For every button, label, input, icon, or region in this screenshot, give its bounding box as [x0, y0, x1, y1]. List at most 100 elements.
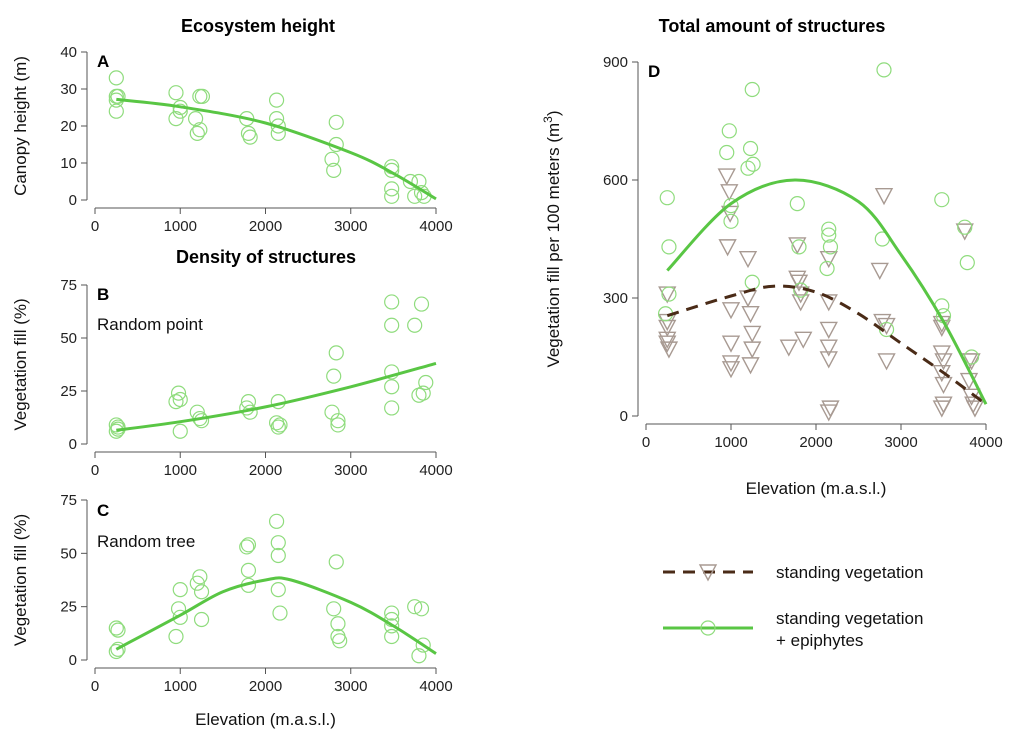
panel-d-triangle-point — [721, 355, 741, 373]
panel-d-circle-point — [745, 156, 761, 172]
panel-a-circle-point — [110, 88, 126, 105]
panel-b-circle-point — [330, 417, 346, 433]
panel-d-triangle-point — [720, 205, 740, 223]
panel-b-circle-point — [328, 345, 344, 361]
panel-b-x-tick-label: 4000 — [419, 462, 452, 479]
panel-a-y-axis-label: Canopy height (m) — [11, 56, 30, 196]
panel-c-x-tick-label: 0 — [91, 678, 99, 695]
panel-d-triangle-point — [934, 353, 953, 371]
panel-a-x-tick-label: 0 — [91, 218, 99, 235]
legend-standing-triangle-marker — [698, 564, 718, 582]
panel-d-y-tick-label: 300 — [603, 290, 628, 307]
panel-d-circle-point — [791, 239, 807, 255]
panel-d-triangle-point — [934, 376, 953, 395]
panel-d-triangle-point — [932, 400, 951, 418]
panel-c-circle-point — [384, 605, 400, 621]
panel-d-triangle-point — [962, 353, 981, 371]
panel-d-circle-point — [659, 190, 675, 206]
panel-d-triangle-point — [819, 351, 838, 369]
panel-c-fit-line — [115, 576, 437, 655]
panel-c-y-tick-label: 0 — [69, 652, 77, 669]
panel-d-triangle-point — [788, 237, 807, 255]
panel-a-circle-point — [402, 173, 419, 190]
panel-b-x-tick-label: 2000 — [249, 462, 282, 479]
panel-c-circle-point — [407, 599, 423, 615]
panel-a-fit-line — [116, 97, 437, 201]
panel-c-circle-point — [384, 628, 400, 645]
panel-c-y-tick-label: 25 — [60, 599, 77, 616]
panel-d-circle-point — [957, 219, 973, 235]
panel-d-triangle-point — [819, 404, 838, 422]
panel-b-circle-point — [407, 317, 423, 333]
panel-a-circle-point — [168, 110, 184, 127]
panel-a-y-tick-label: 40 — [60, 44, 77, 61]
panel-d-x-tick-label: 3000 — [884, 434, 917, 451]
panel-a-circle-point — [328, 114, 344, 130]
panel-c-x-axis-label: Elevation (m.a.s.l.) — [195, 710, 336, 729]
panel-a-circle-point — [326, 162, 342, 178]
panel-c-circle-point — [172, 581, 188, 598]
panel-d-triangle-point — [789, 274, 809, 292]
panel-d-circle-point — [742, 140, 759, 157]
panel-b-y-axis-label: Vegetation fill (%) — [11, 298, 30, 430]
panel-c-circle-point — [240, 562, 257, 579]
panel-d-triangle-point — [819, 250, 838, 269]
panel-c-x-tick-label: 2000 — [249, 678, 282, 695]
panel-c-circle-point — [411, 648, 427, 664]
panel-a-circle-point — [108, 70, 124, 86]
panel-d-title: Total amount of structures — [659, 16, 886, 36]
panel-d-circle-point — [876, 62, 892, 78]
panel-b-circle-point — [384, 379, 400, 395]
panel-a-circle-point — [384, 181, 400, 197]
panel-b-x-tick-label: 1000 — [164, 462, 197, 479]
panel-d-triangle-point — [718, 239, 737, 257]
panel-d-triangle-point — [819, 294, 838, 312]
panel-b-circle-point — [170, 385, 187, 401]
panel-a-x-tick-label: 4000 — [419, 218, 452, 235]
panel-c-circle-point — [384, 618, 400, 634]
panel-a-circle-point — [187, 110, 204, 127]
panel-b-circle-point — [172, 391, 188, 408]
panel-d-triangle-point — [870, 262, 889, 280]
panel-c-circle-point — [328, 554, 344, 570]
panel-d-triangle-point — [743, 341, 762, 359]
panel-b: Density of structures B Random point 0 1000 2… — [11, 247, 453, 479]
panel-b-circle-point — [172, 423, 188, 439]
panel-d-triangle-point — [721, 335, 741, 353]
panel-c-circle-point — [192, 569, 208, 585]
panel-a-circle-point — [384, 162, 400, 178]
panel-a-x-tick-label: 2000 — [249, 218, 282, 235]
panel-d-triangle-point — [955, 223, 974, 241]
panel-c-circle-point — [413, 601, 430, 617]
panel-d-y-tick-label: 0 — [620, 408, 628, 425]
panel-a-x-tick-label: 1000 — [164, 218, 197, 235]
panel-c-circle-point — [108, 620, 124, 636]
panel-b-circle-point — [384, 400, 400, 416]
panel-d-circle-point — [721, 123, 737, 139]
panel-c-label: C — [97, 501, 109, 520]
panel-b-circle-point — [415, 385, 431, 401]
panel-c-y-tick-label: 75 — [60, 492, 77, 509]
panel-b-y-tick-label: 0 — [69, 436, 77, 453]
panel-d-circle-point — [959, 255, 975, 271]
panel-a-y-tick-label: 10 — [60, 155, 77, 172]
panel-d-triangle-point — [738, 290, 758, 308]
panel-b-fit-line — [116, 361, 437, 432]
panel-b-y-tick-label: 25 — [60, 383, 77, 400]
panel-d-triangle-point — [819, 339, 838, 357]
panel-d-circle-point — [821, 227, 837, 243]
panel-c-circle-point — [270, 535, 286, 551]
panel-c-circle-point — [108, 643, 124, 660]
panel-c-x-tick-label: 1000 — [164, 678, 197, 695]
panel-d-triangle-point — [738, 250, 758, 269]
panel-b-circle-point — [384, 294, 400, 310]
panel-d-triangle-point — [874, 188, 894, 206]
panel-b-circle-point — [326, 368, 342, 384]
panel-a-title: Ecosystem height — [181, 16, 335, 36]
panel-d-circle-point — [719, 144, 735, 161]
panel-a-circle-point — [324, 151, 340, 167]
panel-d-label: D — [648, 62, 660, 81]
panel-c-x-tick-label: 4000 — [419, 678, 452, 695]
